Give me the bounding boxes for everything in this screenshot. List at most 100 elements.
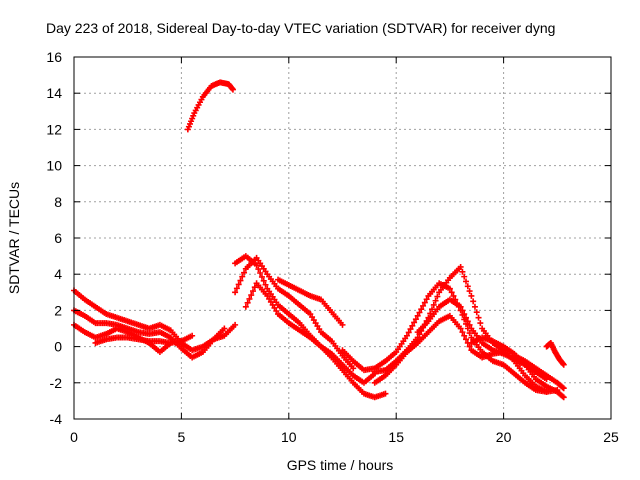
y-tick-label: 10	[46, 158, 62, 174]
data-point	[414, 312, 421, 319]
data-point-interp	[262, 281, 269, 288]
data-point-interp	[466, 330, 473, 337]
data-point	[468, 292, 475, 299]
x-tick-label: 0	[70, 429, 78, 445]
data-point	[189, 332, 196, 339]
data-point-interp	[244, 299, 251, 306]
data-point-interp	[423, 296, 430, 303]
series-sat-h	[242, 280, 389, 401]
data-point-interp	[475, 314, 482, 321]
data-point-interp	[464, 318, 471, 325]
data-point-interp	[314, 323, 321, 330]
data-point-interp	[310, 317, 317, 324]
data-point-interp	[466, 321, 473, 328]
series-sat-l	[371, 312, 507, 386]
x-tick-label: 5	[178, 429, 186, 445]
x-axis-label: GPS time / hours	[287, 457, 394, 473]
data-point-interp	[246, 295, 253, 302]
y-tick-label: 14	[46, 85, 62, 101]
data-point	[457, 263, 464, 270]
series-sat-b	[71, 307, 239, 361]
y-tick-label: 2	[54, 302, 62, 318]
data-point	[232, 321, 239, 328]
data-point-interp	[463, 314, 470, 321]
data-point-interp	[241, 269, 248, 276]
data-point	[264, 292, 271, 299]
data-point-interp	[463, 278, 470, 285]
y-tick-label: 6	[54, 230, 62, 246]
data-point-interp	[235, 281, 242, 288]
data-point-interp	[559, 393, 566, 400]
data-point-interp	[269, 301, 276, 308]
data-point	[307, 311, 314, 318]
data-point	[414, 334, 421, 341]
axes: 0 5 10 15 20 25 -4 -2 0 2 4 6 8 10 12 14 16	[46, 49, 619, 445]
y-axis-label: SDTVAR / TECUs	[6, 182, 22, 294]
data-point	[457, 325, 464, 332]
data-points	[71, 79, 567, 401]
data-point-interp	[267, 298, 274, 305]
y-tick-label: 8	[54, 194, 62, 210]
data-point-interp	[309, 314, 316, 321]
data-point-interp	[312, 320, 319, 327]
data-point-interp	[450, 292, 457, 299]
data-point-interp	[411, 319, 418, 326]
data-point-interp	[461, 332, 468, 339]
data-point-interp	[432, 297, 439, 304]
data-point-interp	[418, 306, 425, 313]
data-point	[560, 385, 567, 392]
data-point-interp	[429, 306, 435, 313]
data-point-interp	[466, 343, 473, 350]
y-tick-label: 4	[54, 266, 62, 282]
data-point	[339, 321, 346, 328]
data-point-interp	[559, 384, 566, 391]
y-tick-label: 16	[46, 49, 62, 65]
data-point-interp	[407, 326, 414, 333]
data-point-interp	[473, 309, 480, 316]
series-sat-d	[92, 332, 196, 346]
data-point	[229, 86, 236, 93]
series-sat-e	[184, 79, 236, 133]
chart-title: Day 223 of 2018, Sidereal Day-to-day VTE…	[46, 20, 555, 36]
data-point	[242, 303, 249, 310]
data-point-interp	[470, 298, 477, 305]
data-point-interp	[260, 277, 267, 284]
data-point-interp	[448, 289, 455, 296]
y-tick-label: -4	[50, 411, 63, 427]
x-tick-label: 20	[496, 429, 512, 445]
data-point-interp	[239, 273, 246, 280]
data-point-interp	[250, 288, 256, 295]
data-point	[382, 390, 389, 397]
data-point-interp	[409, 322, 416, 329]
series-sat-o	[543, 339, 567, 368]
x-tick-label: 25	[603, 429, 619, 445]
data-point	[560, 361, 567, 368]
data-point-interp	[237, 277, 244, 284]
data-point-interp	[471, 303, 478, 310]
data-point-interp	[421, 299, 428, 306]
data-point-interp	[248, 292, 255, 299]
data-point-interp	[461, 273, 468, 280]
data-point-interp	[273, 308, 280, 315]
data-point	[560, 394, 567, 401]
data-point-interp	[461, 311, 468, 318]
data-point-interp	[459, 268, 466, 275]
x-tick-label: 10	[281, 429, 297, 445]
data-point-interp	[430, 301, 437, 308]
data-point-interp	[466, 288, 473, 295]
data-point-interp	[459, 329, 466, 336]
data-point-interp	[266, 295, 273, 302]
data-point	[221, 325, 228, 332]
data-point-interp	[233, 285, 240, 292]
data-point	[457, 303, 464, 310]
data-point	[253, 262, 260, 269]
data-point	[232, 289, 239, 296]
grid-lines	[74, 57, 611, 419]
series-sat-g	[232, 253, 378, 386]
data-point-interp	[420, 302, 427, 309]
series-sat-i	[275, 276, 346, 328]
data-point-interp	[464, 283, 471, 290]
data-point-interp	[434, 293, 441, 300]
data-point-interp	[258, 273, 265, 280]
